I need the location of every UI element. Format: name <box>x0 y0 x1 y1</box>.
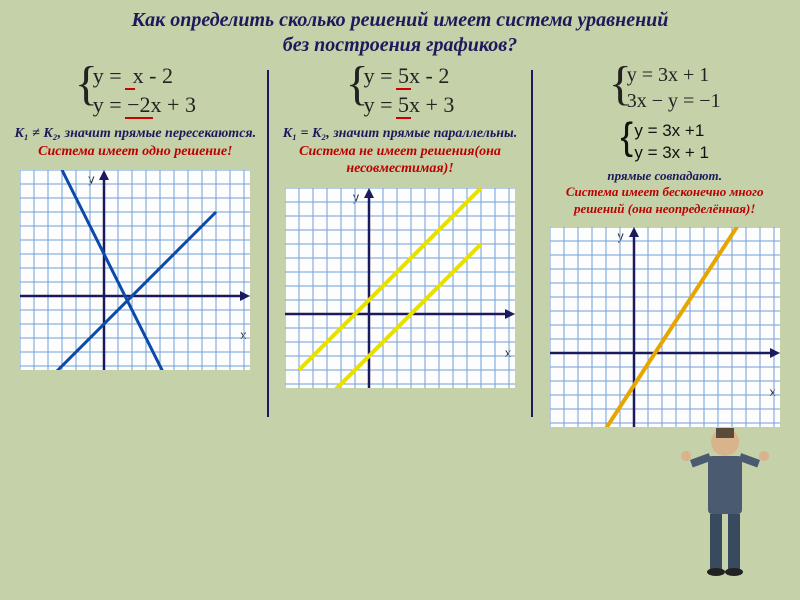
eq-3-1: y = 3x + 1 <box>627 62 721 88</box>
title-line-2: без построения графиков? <box>40 33 760 58</box>
slope-k2: −2 <box>127 92 150 117</box>
eq-1-1: y = x - 2 <box>93 62 196 91</box>
eq-2-1: y = 5x - 2 <box>364 62 455 91</box>
divider-1 <box>267 70 269 417</box>
slope-k1 <box>127 63 133 88</box>
eq-1-2: y = −2x + 3 <box>93 91 196 120</box>
eq-3d-1: y = 3x +1 <box>634 120 709 142</box>
page-title: Как определить сколько решений имеет сис… <box>0 0 800 62</box>
system-3-derived: { y = 3x +1 y = 3x + 1 <box>620 120 709 164</box>
brace-icon: { <box>346 60 369 108</box>
eq-3d-2: y = 3x + 1 <box>634 142 709 164</box>
brace-icon: { <box>609 60 632 108</box>
caption-2-bottom: Система не имеет решения(она несовместим… <box>275 143 526 184</box>
divider-2 <box>531 70 533 417</box>
caption-1-bottom: Система имеет одно решение! <box>34 143 236 167</box>
caption-3-bottom: Система имеет бесконечно много решений (… <box>539 184 790 223</box>
slope-k1: 5 <box>398 63 409 88</box>
brace-icon: { <box>75 60 98 108</box>
eq-3-2: 3x − y = −1 <box>627 88 721 114</box>
title-line-1: Как определить сколько решений имеет сис… <box>40 8 760 33</box>
graph-1: y x <box>20 170 250 370</box>
system-2: { y = 5x - 2 y = 5x + 3 <box>346 62 455 119</box>
system-1: { y = x - 2 y = −2x + 3 <box>75 62 196 119</box>
caption-3-top: прямые совпадают. <box>603 168 726 184</box>
system-3-orig: { y = 3x + 1 3x − y = −1 <box>609 62 721 114</box>
caption-1-top: K₁ ≠ K₂, значит прямые пересекаются. <box>11 125 261 143</box>
column-2: { y = 5x - 2 y = 5x + 3 K₁ = K₂, значит … <box>275 62 526 427</box>
confused-person-icon <box>680 420 770 590</box>
columns-container: { y = x - 2 y = −2x + 3 K₁ ≠ K₂, значит … <box>0 62 800 427</box>
eq-2-2: y = 5x + 3 <box>364 91 455 120</box>
slope-k2: 5 <box>398 92 409 117</box>
column-1: { y = x - 2 y = −2x + 3 K₁ ≠ K₂, значит … <box>10 62 261 427</box>
brace-icon: { <box>620 118 633 156</box>
caption-2-top: K₁ = K₂, значит прямые параллельны. <box>279 125 521 143</box>
column-3: { y = 3x + 1 3x − y = −1 { y = 3x +1 y =… <box>539 62 790 427</box>
graph-2: y x <box>285 188 515 388</box>
graph-3: y x <box>550 227 780 427</box>
